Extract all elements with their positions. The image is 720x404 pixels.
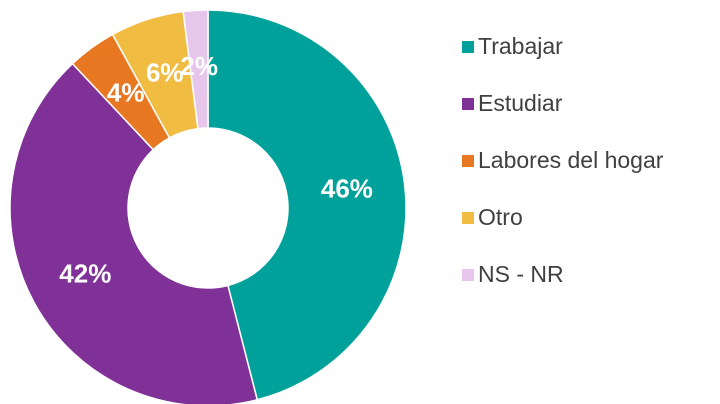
data-label: 2%: [180, 51, 218, 81]
legend-label: Estudiar: [478, 90, 563, 116]
slice: [182, 9, 209, 130]
slices: [9, 9, 407, 404]
data-label: 42%: [59, 258, 111, 288]
legend-swatch: [462, 41, 474, 53]
legend-label: Labores del hogar: [478, 147, 664, 173]
data-label: 4%: [107, 78, 145, 108]
legend-label: NS - NR: [478, 261, 564, 287]
slice: [9, 62, 259, 404]
labels: 46% 42% 4%6%2%: [59, 51, 373, 288]
data-label: 6%: [146, 58, 184, 88]
legend-label: Trabajar: [478, 33, 563, 59]
slice: [207, 9, 407, 401]
legend-label: Otro: [478, 204, 523, 230]
legend-swatch: [462, 212, 474, 224]
legend-swatch: [462, 269, 474, 281]
legend-swatch: [462, 155, 474, 167]
data-label: 46%: [321, 173, 373, 203]
legend: Trabajar Estudiar Labores del hogar Otro NS …: [462, 33, 664, 287]
legend-swatch: [462, 98, 474, 110]
